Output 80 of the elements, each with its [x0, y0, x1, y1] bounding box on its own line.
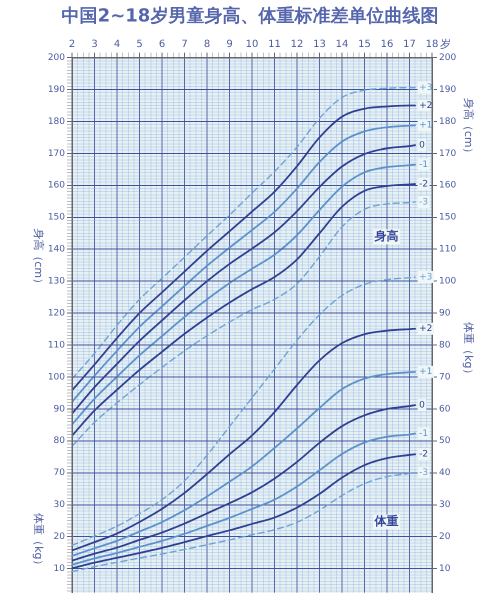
- y2-tick-label: 70: [439, 372, 451, 382]
- annotation: 体重: [374, 514, 399, 528]
- y2-tick-label: 60: [439, 404, 451, 414]
- line-series: [72, 370, 416, 557]
- y2-tick-label: 160: [439, 180, 456, 191]
- series-label: +3: [419, 272, 432, 282]
- line-series: [72, 472, 416, 572]
- series-label: -3: [419, 468, 428, 478]
- y2-tick-label: 110: [439, 244, 456, 255]
- y-tick-label: 190: [48, 84, 66, 95]
- x-tick-label: 18: [426, 39, 438, 50]
- x-tick-label: 7: [181, 39, 188, 50]
- x-tick-label: 8: [204, 39, 210, 50]
- y-tick-label: 180: [48, 116, 66, 127]
- y-tick-label: 110: [48, 340, 66, 350]
- x-tick-label: 6: [158, 39, 166, 50]
- series-label: -2: [419, 179, 428, 190]
- series-label: +1: [419, 120, 432, 131]
- x-tick-label: 14: [336, 39, 348, 50]
- series-label: +2: [419, 324, 432, 334]
- x-tick-label: 12: [290, 39, 304, 50]
- x-tick-label: 4: [114, 39, 120, 50]
- line-series: [72, 404, 416, 562]
- y-axis-title: 身高（cm）: [32, 228, 46, 290]
- y2-tick-label: 20: [439, 532, 451, 542]
- y2-tick-label: 170: [439, 148, 456, 159]
- y-tick-label: 30: [54, 500, 66, 510]
- y2-tick-label: 200: [439, 52, 456, 63]
- x-tick-label: 17: [403, 39, 416, 50]
- x-tick-label: 9: [226, 39, 233, 50]
- y-tick-label: 120: [48, 308, 66, 318]
- annotation: 身高: [374, 228, 399, 243]
- x-tick-label: 15: [358, 39, 371, 50]
- line-series: [72, 276, 416, 546]
- y2-axis-title: 身高（cm）: [462, 98, 476, 159]
- y-tick-label: 10: [54, 564, 66, 574]
- series-label: -3: [419, 197, 428, 208]
- series-label: 0: [419, 400, 426, 410]
- x-tick-label: 13: [313, 39, 326, 50]
- y-tick-label: 150: [48, 212, 66, 223]
- series-label: +1: [419, 367, 432, 378]
- y2-axis-title: 体重（kg）: [462, 322, 476, 380]
- x-tick-label: 10: [246, 39, 258, 50]
- y-tick-label: 200: [48, 52, 66, 63]
- y-tick-label: 20: [54, 532, 66, 542]
- y-tick-label: 130: [48, 276, 66, 287]
- x-tick-label: 2: [68, 39, 76, 50]
- y2-tick-label: 30: [439, 500, 451, 510]
- series-label: -1: [419, 160, 428, 170]
- chart-title: 中国2~18岁男童身高、体重标准差单位曲线图: [62, 5, 438, 26]
- y-tick-label: 160: [48, 180, 66, 191]
- y2-tick-label: 190: [439, 84, 456, 95]
- y2-tick-label: 10: [439, 564, 451, 574]
- y-tick-label: 80: [54, 436, 66, 446]
- x-tick-label: 11: [268, 39, 281, 50]
- y2-tick-label: 150: [439, 212, 456, 223]
- y-tick-label: 140: [48, 244, 66, 255]
- x-tick-label: 5: [136, 39, 143, 50]
- x-tick-label: 16: [380, 39, 394, 50]
- series-label: +3: [419, 82, 432, 93]
- y2-tick-label: 40: [439, 468, 451, 478]
- line-series: [72, 432, 416, 566]
- y-tick-label: 170: [48, 148, 66, 159]
- series-label: -2: [419, 450, 428, 460]
- series-label: +2: [419, 100, 432, 111]
- line-series: [72, 453, 416, 570]
- y-tick-label: 70: [54, 468, 66, 478]
- y2-tick-label: 80: [439, 340, 451, 350]
- y2-tick-label: 100: [439, 276, 456, 287]
- x-axis-title: 岁: [440, 37, 451, 50]
- y-tick-label: 100: [48, 372, 66, 382]
- line-series: [72, 328, 416, 552]
- y-tick-label: 90: [54, 404, 66, 414]
- series-label: 0: [419, 140, 426, 150]
- y2-tick-label: 50: [439, 436, 451, 446]
- y-axis-title: 体重（kg）: [32, 513, 46, 570]
- series-label: -1: [419, 428, 428, 439]
- y2-tick-label: 90: [439, 308, 451, 318]
- x-tick-label: 3: [91, 39, 98, 50]
- y2-tick-label: 180: [439, 116, 456, 127]
